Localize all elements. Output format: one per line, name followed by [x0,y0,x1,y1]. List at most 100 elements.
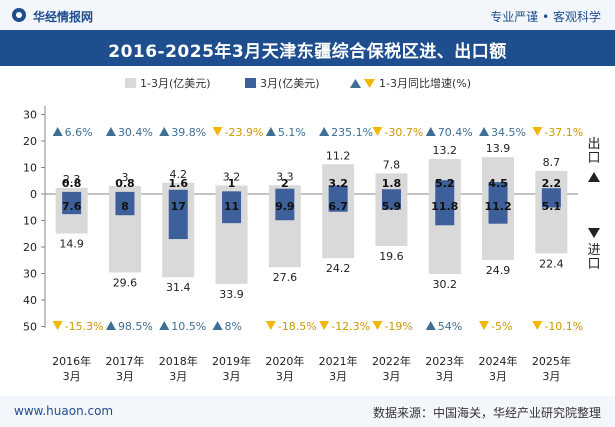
bar-import-month [62,194,82,215]
label-import-cumulative: 24.9 [486,264,511,277]
bar-export-cumulative [55,187,88,194]
side-label-export-char: 口 [587,151,600,166]
export-growth-label: -23.9% [225,126,264,139]
import-growth-label: 98.5% [118,320,153,333]
export-growth-down-triangle-icon [532,127,543,136]
x-tick-label-month: 3月 [223,370,241,383]
label-export-cumulative: 3.2 [223,171,241,184]
label-export-cumulative: 3 [121,171,128,184]
import-growth-up-triangle-icon [425,321,436,330]
bar-export-month [62,191,82,194]
label-import-month: 11.8 [431,200,458,213]
x-tick-label-year: 2018年 [159,354,198,368]
x-tick-label-month: 3月 [276,370,294,383]
import-growth-down-triangle-icon [532,321,543,330]
label-import-cumulative: 29.6 [113,276,138,289]
y-tick-label: 30 [23,109,37,122]
label-export-cumulative: 8.7 [543,156,561,169]
export-growth-label: 34.5% [491,126,526,139]
export-growth-label: 30.4% [118,126,153,139]
label-import-month: 6.7 [328,200,348,213]
label-import-cumulative: 30.2 [433,278,458,291]
x-tick-label-month: 3月 [489,370,507,383]
chart: 1-3月(亿美元) 3月(亿美元) 1-3月同比增速(%)3020100102030… [23,76,601,383]
label-import-month: 17 [171,200,186,213]
x-tick-label-year: 2022年 [372,354,411,368]
import-growth-up-triangle-icon [159,321,170,330]
import-growth-label: -19% [384,320,412,333]
label-export-month: 2.2 [542,177,562,190]
x-tick-label-month: 3月 [382,370,400,383]
label-export-cumulative: 4.2 [170,168,188,181]
import-growth-label: -15.3% [65,320,104,333]
import-growth-down-triangle-icon [479,321,490,330]
tagline: 专业严谨 • 客观科学 [490,10,601,24]
export-growth-label: -30.7% [384,126,423,139]
export-growth-label: 5.1% [278,126,306,139]
export-growth-up-triangle-icon [265,127,276,136]
import-arrow-down-icon [588,228,600,238]
brand-name: 华经情报网 [33,10,94,24]
label-import-cumulative: 14.9 [59,237,84,250]
import-growth-label: -18.5% [278,320,317,333]
bar-export-month [222,191,242,194]
import-growth-down-triangle-icon [265,321,276,330]
bar-export-month [275,188,295,194]
x-tick-label-month: 3月 [436,370,454,383]
label-import-month: 5.1 [542,200,562,213]
label-import-month: 8 [121,200,129,213]
import-growth-label: -10.1% [544,320,583,333]
x-tick-label-year: 2025年 [532,354,571,368]
bar-export-month [115,191,135,194]
logo-icon [12,8,26,22]
export-growth-up-triangle-icon [479,127,490,136]
import-growth-label: 8% [225,320,242,333]
export-growth-up-triangle-icon [159,127,170,136]
data-source: 数据来源：中国海关，华经产业研究院整理 [372,406,601,420]
x-tick-label-year: 2021年 [319,354,358,368]
label-import-cumulative: 22.4 [539,257,564,270]
x-tick-label-year: 2019年 [212,354,251,368]
bar-import-month [168,194,188,240]
label-import-month: 11.2 [484,200,511,213]
legend-down-triangle-icon [364,79,375,88]
label-export-month: 4.5 [488,177,508,190]
export-growth-label: 6.6% [65,126,93,139]
label-import-month: 11 [224,200,239,213]
title-bar: 2016-2025年3月天津东疆综合保税区进、出口额 [0,30,615,66]
label-export-month: 1 [228,177,236,190]
export-growth-up-triangle-icon [105,127,116,136]
label-export-cumulative: 13.2 [433,144,458,157]
label-export-cumulative: 2.3 [63,173,81,186]
legend-up-triangle-icon [350,79,361,88]
label-import-cumulative: 31.4 [166,281,191,294]
label-import-month: 9.9 [275,200,295,213]
legend-swatch-cumulative [125,78,136,88]
export-growth-down-triangle-icon [372,127,383,136]
label-import-month: 7.6 [62,200,82,213]
bar-export-month [168,189,188,194]
label-export-month: 1.6 [169,177,189,190]
export-growth-label: 235.1% [331,126,373,139]
side-label-import-char: 进 [587,243,600,258]
y-tick-label: 0 [30,188,37,201]
legend-label-growth: 1-3月同比增速(%) [379,76,471,90]
site-url: www.huaon.com [14,404,114,418]
label-import-month: 5.9 [382,200,402,213]
import-growth-down-triangle-icon [52,321,63,330]
bar-import-month [115,194,135,216]
legend-label-month: 3月(亿美元) [260,77,320,90]
bar-export-cumulative [162,182,195,194]
label-export-cumulative: 13.9 [486,142,511,155]
label-import-cumulative: 24.2 [326,262,351,275]
x-tick-label-year: 2017年 [105,354,144,368]
label-export-month: 1.8 [382,177,402,190]
export-growth-label: -37.1% [544,126,583,139]
y-tick-label: 40 [23,294,37,307]
label-export-cumulative: 11.2 [326,149,351,162]
x-tick-label-month: 3月 [116,370,134,383]
side-label-export-char: 出 [587,137,600,152]
bar-export-month [328,185,348,194]
chart-title: 2016-2025年3月天津东疆综合保税区进、出口额 [108,42,507,62]
